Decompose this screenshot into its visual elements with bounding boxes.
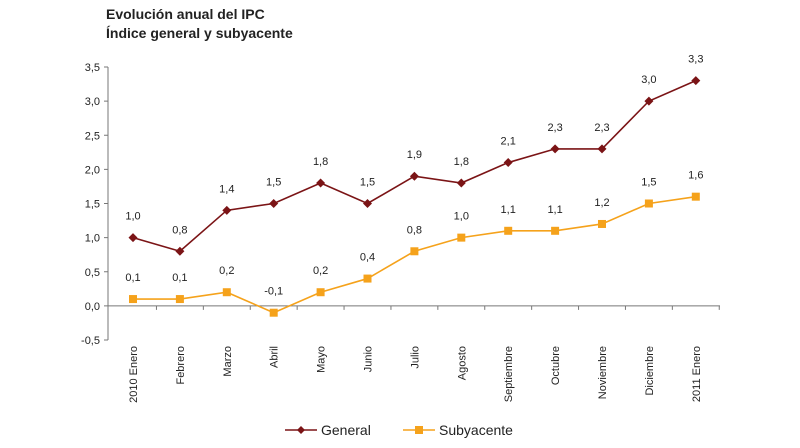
data-point-general xyxy=(550,144,560,154)
data-point-general xyxy=(128,233,138,243)
y-tick-label: 0,0 xyxy=(85,301,100,313)
data-label: 3,3 xyxy=(688,54,703,66)
data-point-subyacente xyxy=(222,288,231,297)
data-point-general xyxy=(222,205,232,215)
legend-marker xyxy=(297,426,305,434)
data-label: 1,5 xyxy=(266,177,281,189)
x-tick-label: Junio xyxy=(363,346,375,372)
x-tick-label: Julio xyxy=(409,346,421,369)
data-point-general xyxy=(316,178,326,188)
data-label: 0,8 xyxy=(172,224,187,236)
data-label: 0,1 xyxy=(125,272,140,284)
data-point-general xyxy=(503,158,513,168)
data-label: 1,1 xyxy=(501,204,516,216)
data-label: 1,8 xyxy=(454,156,469,168)
x-tick-label: Marzo xyxy=(222,346,234,377)
data-point-subyacente xyxy=(598,219,606,228)
data-point-general xyxy=(644,96,654,106)
data-point-general xyxy=(175,246,185,256)
y-tick-label: -0,5 xyxy=(81,335,100,347)
data-label: 1,5 xyxy=(360,177,375,189)
data-point-general xyxy=(456,178,466,188)
x-tick-label: Febrero xyxy=(175,346,187,385)
data-point-general xyxy=(597,144,607,154)
chart-subtitle: Índice general y subyacente xyxy=(106,25,293,41)
x-tick-label: Agosto xyxy=(456,346,468,380)
data-label: 0,2 xyxy=(219,265,234,277)
data-point-subyacente xyxy=(316,288,325,297)
data-label: 1,1 xyxy=(547,204,562,216)
data-point-general xyxy=(409,171,419,181)
data-label: 1,9 xyxy=(407,149,422,161)
data-label: 0,1 xyxy=(172,272,187,284)
y-tick-label: 2,5 xyxy=(85,130,100,142)
data-point-subyacente xyxy=(457,233,466,242)
x-tick-label: Diciembre xyxy=(644,346,656,396)
x-tick-label: Octubre xyxy=(550,346,562,385)
x-tick-label: Mayo xyxy=(316,346,328,373)
data-label: 1,6 xyxy=(688,170,703,182)
data-point-subyacente xyxy=(551,226,560,235)
data-point-subyacente xyxy=(269,308,278,317)
data-label: 1,5 xyxy=(641,177,656,189)
x-tick-label: Abril xyxy=(269,346,281,368)
data-label: 1,4 xyxy=(219,183,234,195)
y-tick-label: 2,0 xyxy=(85,164,100,176)
y-tick-label: 1,0 xyxy=(85,233,100,245)
data-label: 3,0 xyxy=(641,74,656,86)
data-label: 2,3 xyxy=(547,122,562,134)
data-label: 0,4 xyxy=(360,252,375,264)
y-tick-label: 0,5 xyxy=(85,267,100,279)
data-point-subyacente xyxy=(129,295,137,304)
data-point-general xyxy=(363,199,372,208)
data-label: 2,3 xyxy=(594,122,609,134)
data-label: 0,2 xyxy=(313,265,328,277)
data-label: 1,0 xyxy=(125,211,140,223)
data-point-subyacente xyxy=(175,295,184,304)
data-point-general xyxy=(691,76,701,86)
y-tick-label: 3,0 xyxy=(85,96,100,108)
x-tick-label: Septiembre xyxy=(503,346,515,402)
data-point-subyacente xyxy=(504,226,513,235)
x-tick-label: Noviembre xyxy=(597,346,609,399)
data-label: 0,8 xyxy=(407,224,422,236)
data-label: 1,8 xyxy=(313,156,328,168)
x-tick-label: 2011 Enero xyxy=(691,346,703,402)
data-label: 1,0 xyxy=(454,211,469,223)
data-label: -0,1 xyxy=(264,286,283,298)
chart-title: Evolución anual del IPC xyxy=(106,6,265,22)
data-label: 2,1 xyxy=(501,136,516,148)
data-point-subyacente xyxy=(691,192,700,201)
legend-label: Subyacente xyxy=(439,422,513,438)
data-point-subyacente xyxy=(410,247,419,256)
legend-label: General xyxy=(321,422,371,438)
y-tick-label: 3,5 xyxy=(85,62,100,74)
data-point-general xyxy=(269,199,279,208)
data-point-subyacente xyxy=(363,274,372,283)
x-tick-label: 2010 Enero xyxy=(128,346,140,403)
y-tick-label: 1,5 xyxy=(85,199,100,211)
data-label: 1,2 xyxy=(594,197,609,209)
data-point-subyacente xyxy=(644,199,653,208)
legend-marker xyxy=(415,426,423,434)
